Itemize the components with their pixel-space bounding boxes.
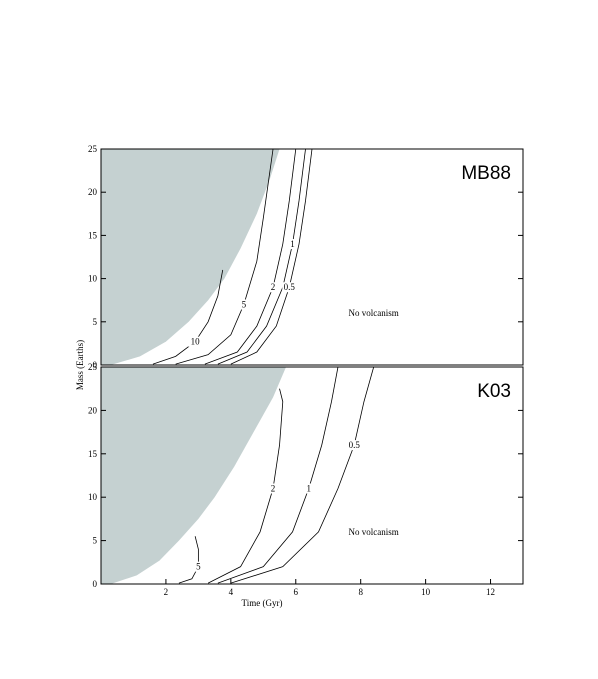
y-tick-label: 10: [88, 274, 98, 284]
panel-label: MB88: [461, 163, 511, 184]
plot-frame: [100, 148, 524, 366]
excluded-region: [101, 149, 280, 365]
y-tick-label: 10: [88, 492, 98, 502]
contour-label-bg: [266, 282, 281, 293]
y-tick-label: 5: [93, 536, 98, 546]
contour-label-bg: [188, 336, 203, 347]
contour-label: 0.5: [349, 440, 361, 450]
contour-label: 1: [307, 484, 312, 494]
y-axis-label: Mass (Earths): [75, 340, 85, 390]
y-tick-label: 0: [93, 579, 98, 589]
x-tick-label: 10: [421, 587, 431, 597]
x-tick-label: 4: [229, 587, 234, 597]
contour-label: 1: [290, 239, 295, 249]
contour-line: [230, 366, 375, 584]
contour-label-bg: [191, 561, 206, 572]
contour-line: [152, 269, 224, 365]
contour-label-bg: [301, 483, 316, 494]
y-tick-label: 25: [88, 362, 98, 372]
x-tick-label: 12: [486, 587, 495, 597]
x-axis-label: Time (Gyr): [242, 598, 283, 608]
contour-label-bg: [347, 440, 362, 451]
y-tick-label: 20: [88, 405, 98, 415]
y-tick-label: 15: [88, 230, 98, 240]
x-tick-label: 2: [164, 587, 169, 597]
y-tick-label: 0: [93, 360, 98, 370]
contour-line: [178, 536, 199, 584]
plot-frame: [100, 366, 524, 585]
excluded-region: [101, 367, 287, 584]
panel-label: K03: [477, 381, 511, 402]
contour-label: 2: [271, 282, 276, 292]
contour-label-bg: [266, 483, 281, 494]
contour-label-bg: [236, 299, 251, 310]
contour-label: 0.5: [284, 282, 296, 292]
contour-label: 10: [191, 337, 201, 347]
annotation: No volcanism: [349, 527, 399, 537]
annotation: No volcanism: [349, 308, 399, 318]
x-tick-label: 8: [358, 587, 363, 597]
contour-label: 5: [242, 300, 247, 310]
contour-label: 5: [196, 562, 201, 572]
y-tick-label: 20: [88, 187, 98, 197]
y-tick-label: 15: [88, 449, 98, 459]
contour-label-bg: [285, 239, 300, 250]
y-tick-label: 5: [93, 317, 98, 327]
contour-label: 2: [271, 484, 276, 494]
y-tick-label: 25: [88, 144, 98, 154]
x-tick-label: 6: [294, 587, 299, 597]
contour-label-bg: [282, 282, 297, 293]
